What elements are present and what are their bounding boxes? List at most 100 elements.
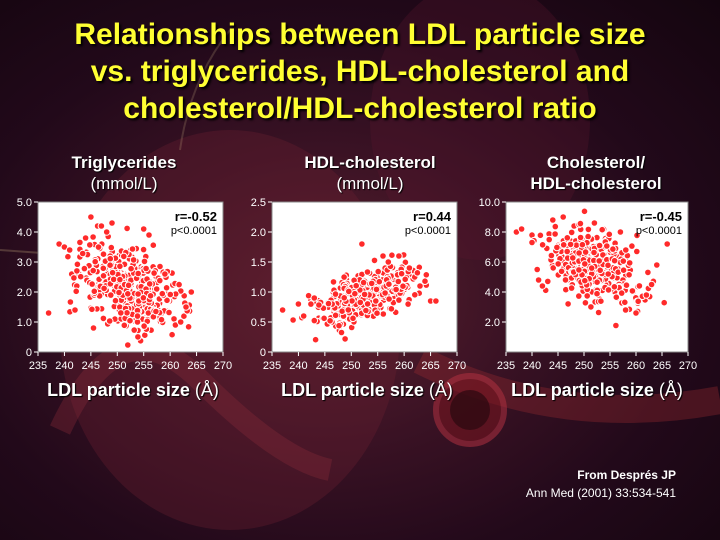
data-point: [625, 271, 633, 279]
data-point: [111, 296, 120, 305]
y-tick-label: 0: [26, 347, 32, 359]
data-point: [566, 240, 575, 249]
data-point: [538, 241, 547, 249]
data-point: [647, 280, 656, 289]
data-point: [569, 254, 577, 262]
slide-title-line-2: vs. triglycerides, HDL-cholesterol and: [90, 55, 630, 88]
y-tick-label: 4.0: [485, 287, 500, 299]
data-point: [580, 207, 589, 216]
data-point: [86, 241, 94, 249]
data-point: [99, 250, 108, 258]
data-point: [165, 308, 173, 317]
data-point: [538, 282, 547, 290]
data-point: [152, 285, 161, 293]
data-point: [145, 280, 154, 288]
y-tick-label: 4.0: [17, 227, 32, 239]
data-point: [397, 269, 406, 278]
data-point: [180, 312, 188, 321]
data-point: [372, 297, 380, 305]
data-point: [581, 260, 589, 268]
data-point: [106, 261, 114, 270]
data-point: [324, 299, 333, 308]
data-point: [644, 268, 652, 277]
data-point: [394, 277, 403, 286]
x-tick-label: 240: [289, 360, 307, 372]
data-point: [596, 266, 605, 275]
data-point: [87, 213, 95, 221]
x-tick-label: 245: [316, 360, 334, 372]
data-point: [294, 300, 303, 308]
data-point: [653, 261, 661, 269]
data-point: [563, 234, 572, 242]
data-point: [142, 264, 150, 273]
data-point: [534, 276, 543, 284]
data-point: [107, 243, 116, 252]
data-point: [367, 279, 376, 288]
data-point: [90, 287, 99, 296]
panel-1-x-axis-label-text: LDL particle size: [47, 380, 190, 400]
data-point: [593, 289, 601, 298]
panel-1-title: Triglycerides (mmol/L): [44, 152, 204, 194]
source-journal: Ann Med (2001) 33:534-541: [525, 486, 676, 500]
data-point: [616, 228, 625, 236]
source-citation: From Després JP Ann Med (2001) 33:534-54…: [526, 466, 676, 502]
data-point: [604, 261, 612, 270]
data-point: [88, 305, 96, 314]
data-point: [315, 301, 323, 309]
data-point: [619, 266, 628, 275]
data-point: [567, 284, 576, 292]
data-point: [182, 303, 190, 311]
x-tick-label: 265: [187, 360, 205, 372]
panel-1-x-axis-label: LDL particle size (Å): [28, 380, 238, 401]
data-point: [604, 286, 613, 294]
data-point: [89, 266, 97, 275]
panel-3-x-axis-label: LDL particle size (Å): [492, 380, 702, 401]
x-tick-label: 260: [395, 360, 413, 372]
data-point: [115, 288, 123, 297]
data-point: [139, 225, 148, 233]
x-tick-label: 270: [214, 360, 232, 372]
data-point: [584, 225, 593, 234]
data-point: [134, 333, 142, 341]
data-point: [551, 222, 560, 231]
data-point: [310, 294, 319, 302]
data-point: [395, 252, 403, 260]
y-tick-label: 2.0: [17, 287, 32, 299]
p-value-label: p<0.0001: [405, 225, 451, 237]
data-point: [140, 257, 149, 266]
data-point: [356, 298, 365, 307]
data-point: [278, 306, 287, 314]
data-point: [581, 299, 590, 307]
x-tick-label: 260: [627, 360, 645, 372]
data-point: [381, 289, 389, 297]
data-point: [544, 277, 552, 286]
data-point: [307, 300, 315, 308]
data-point: [590, 219, 599, 227]
data-point: [341, 335, 349, 343]
data-point: [628, 287, 637, 295]
data-point: [557, 267, 566, 276]
correlation-r-label: r=-0.52: [175, 209, 217, 224]
x-tick-label: 255: [601, 360, 619, 372]
data-point: [621, 298, 629, 307]
source-author: From Després JP: [577, 468, 676, 482]
y-tick-label: 10.0: [479, 197, 500, 209]
y-tick-label: 3.0: [17, 257, 32, 269]
data-point: [634, 297, 643, 306]
correlation-r-label: r=0.44: [413, 209, 452, 224]
data-point: [123, 224, 131, 233]
x-tick-label: 235: [263, 360, 281, 372]
x-tick-label: 250: [342, 360, 360, 372]
x-tick-label: 265: [653, 360, 671, 372]
data-point: [642, 291, 651, 299]
data-point: [100, 284, 108, 293]
data-point: [80, 264, 89, 273]
data-point: [344, 306, 353, 314]
data-point: [91, 257, 99, 266]
data-point: [128, 245, 137, 253]
data-point: [311, 335, 320, 344]
data-point: [622, 246, 630, 254]
data-point: [575, 292, 583, 300]
data-point: [549, 264, 558, 272]
